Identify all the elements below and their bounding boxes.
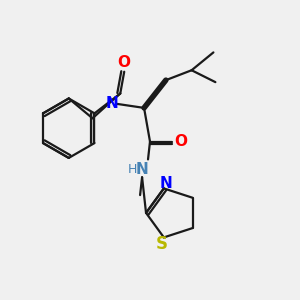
Text: H: H xyxy=(128,163,137,176)
Text: O: O xyxy=(118,55,131,70)
Text: N: N xyxy=(159,176,172,191)
Text: S: S xyxy=(156,235,168,253)
Text: O: O xyxy=(174,134,187,149)
Text: N: N xyxy=(106,96,119,111)
Text: N: N xyxy=(136,162,148,177)
